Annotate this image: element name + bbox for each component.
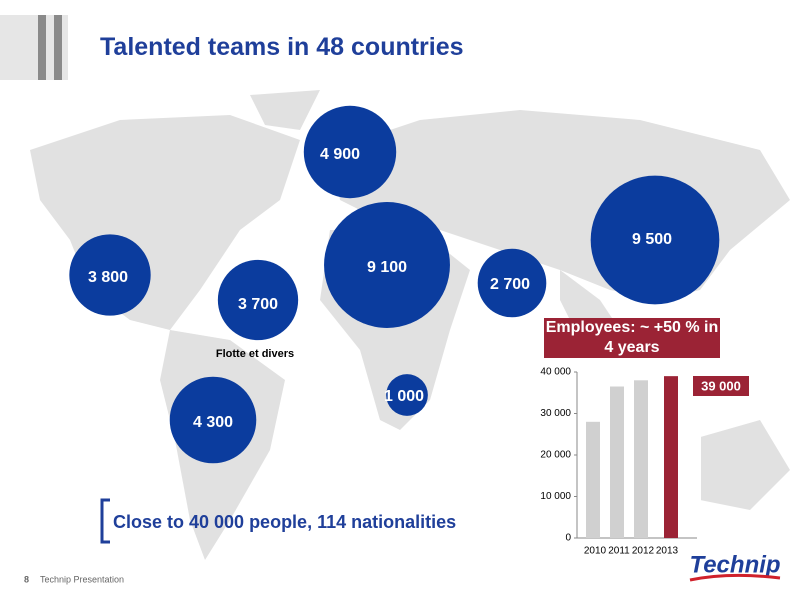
fleet-label: Flotte et divers xyxy=(216,348,294,360)
bubble-label: 4 900 xyxy=(320,146,360,163)
bar xyxy=(586,421,600,538)
bar xyxy=(634,380,648,538)
tagline: Close to 40 000 people, 114 nationalitie… xyxy=(113,512,457,532)
bubble-label: 3 700 xyxy=(238,296,278,313)
bubble xyxy=(169,376,257,464)
bubble-label: 2 700 xyxy=(490,276,530,293)
bubble xyxy=(217,259,299,341)
y-tick-label: 10 000 xyxy=(540,491,571,502)
bubble xyxy=(386,374,428,416)
bubble-label: 4 300 xyxy=(193,414,233,431)
bracket xyxy=(100,498,110,544)
bubble xyxy=(303,105,397,199)
bubble-label: 9 100 xyxy=(367,259,407,276)
value-label: 39 000 xyxy=(701,378,741,393)
bubble xyxy=(477,248,547,318)
bubble-label: 3 800 xyxy=(88,269,128,286)
bubble xyxy=(590,175,720,305)
bubble xyxy=(324,202,450,328)
x-tick-label: 2013 xyxy=(656,546,679,557)
y-tick-label: 40 000 xyxy=(540,367,571,378)
logo: Technip xyxy=(689,551,780,578)
value-label-box xyxy=(693,376,749,396)
x-tick-label: 2012 xyxy=(632,546,655,557)
annotation: Employees: ~ +50 % in 4 years xyxy=(544,318,720,358)
bar xyxy=(610,386,624,538)
title: Talented teams in 48 countries xyxy=(100,33,464,61)
bubble-label: 9 500 xyxy=(632,231,672,248)
page-number: 8 xyxy=(24,574,29,584)
footer-text: Technip Presentation xyxy=(40,574,124,584)
bar xyxy=(664,376,678,538)
header-bar xyxy=(38,15,46,80)
bubble xyxy=(69,234,151,316)
x-tick-label: 2010 xyxy=(584,546,607,557)
y-tick-label: 0 xyxy=(565,533,571,544)
header-bar xyxy=(54,15,62,80)
y-tick-label: 30 000 xyxy=(540,408,571,419)
bubble-label: 1 000 xyxy=(384,388,424,405)
logo-swoosh xyxy=(689,573,781,582)
x-tick-label: 2011 xyxy=(608,546,630,557)
y-tick-label: 20 000 xyxy=(540,450,571,461)
